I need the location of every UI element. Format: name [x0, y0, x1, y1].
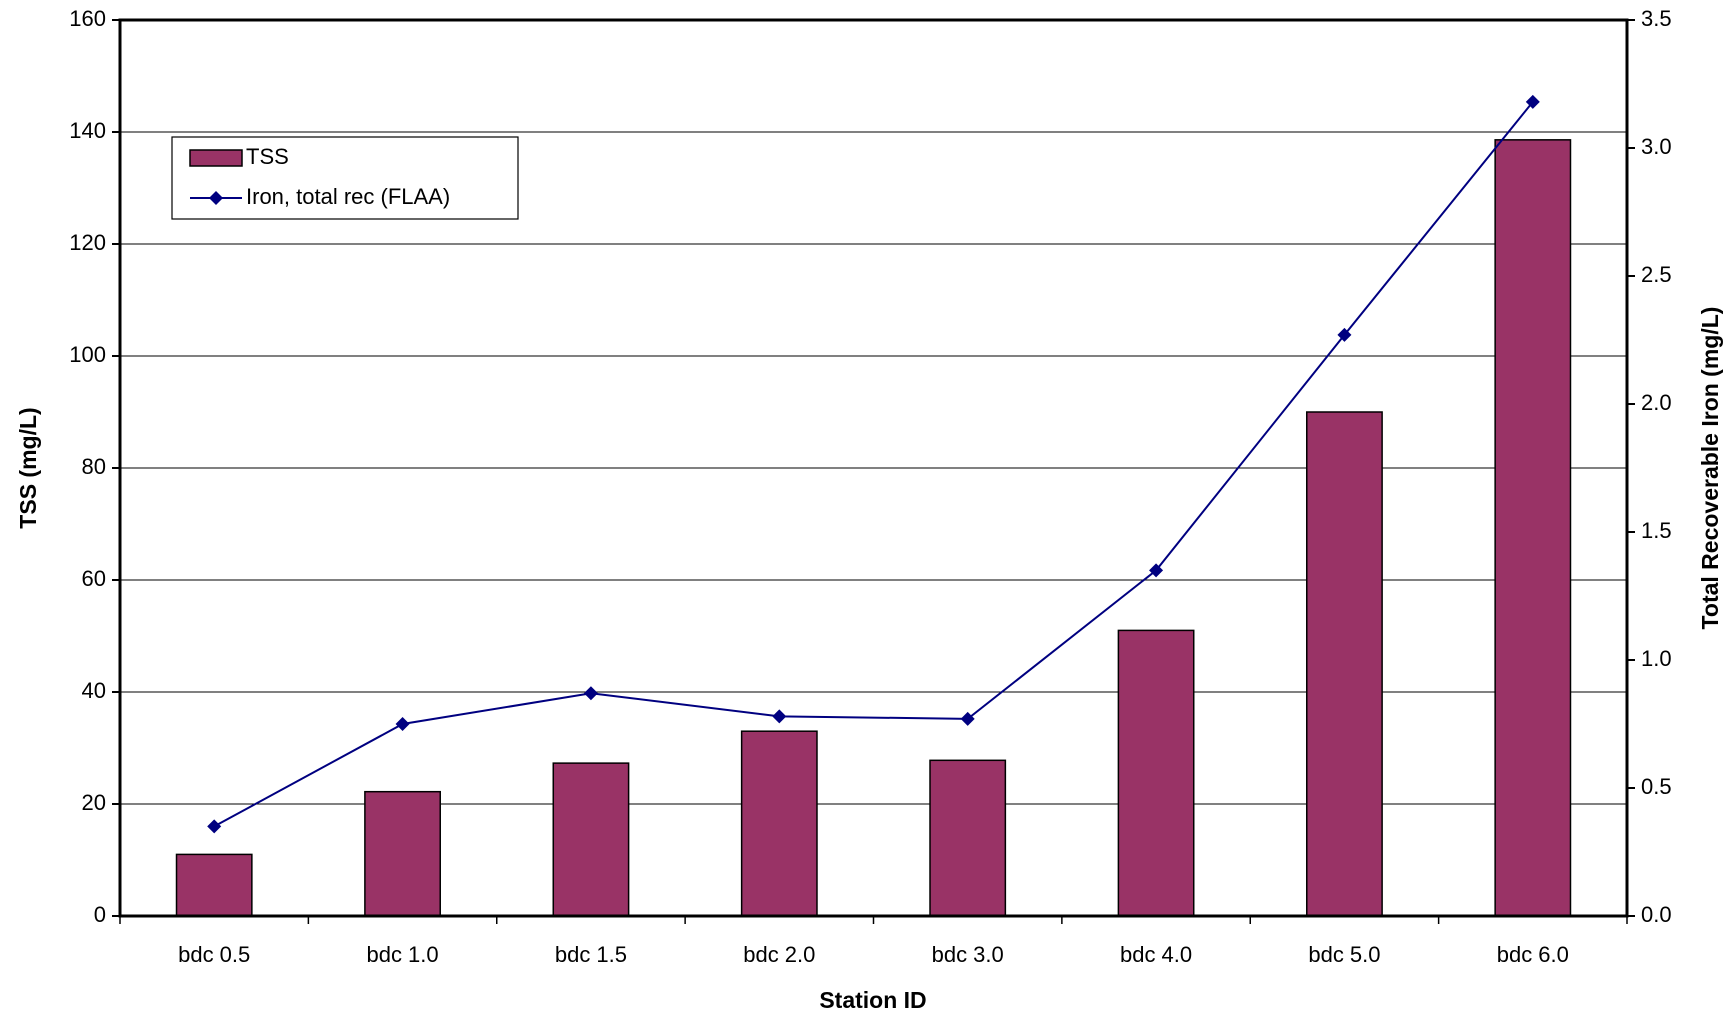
y2-tick-label: 0.0: [1641, 902, 1672, 927]
line: [213, 101, 1534, 828]
y-axis-title: TSS (mg/L): [15, 407, 41, 528]
plot-border: [118, 18, 1629, 918]
y-tick-label: 20: [82, 790, 106, 815]
legend-marker: [209, 191, 223, 205]
legend-label: TSS: [246, 144, 289, 169]
bar: [1494, 139, 1572, 917]
bar: [1306, 411, 1383, 917]
y2-tick-label: 0.5: [1641, 774, 1672, 799]
x-tick-label: bdc 6.0: [1497, 942, 1569, 967]
x-tick-label: bdc 1.0: [366, 942, 438, 967]
y2-tick-label: 3.0: [1641, 134, 1672, 159]
y2-tick-label: 1.0: [1641, 646, 1672, 671]
y-tick-label: 0: [94, 902, 106, 927]
y-tick-label: 100: [69, 342, 106, 367]
x-tick-label: bdc 5.0: [1308, 942, 1380, 967]
marker: [1149, 563, 1164, 578]
bar: [929, 759, 1007, 917]
x-tick-label: bdc 0.5: [178, 942, 250, 967]
y-tick-label: 40: [82, 678, 106, 703]
bar: [364, 790, 441, 917]
y2-tick-label: 2.5: [1641, 262, 1672, 287]
x-axis-title: Station ID: [819, 987, 926, 1013]
bar: [740, 730, 818, 917]
x-tick-label: bdc 3.0: [932, 942, 1004, 967]
bar: [552, 762, 630, 917]
marker: [772, 709, 787, 724]
y-tick-label: 60: [82, 566, 106, 591]
marker: [207, 819, 222, 834]
x-tick-label: bdc 4.0: [1120, 942, 1192, 967]
bar: [1117, 629, 1195, 917]
y-tick-label: 140: [69, 118, 106, 143]
legend: TSS Iron, total rec (FLAA): [171, 136, 519, 220]
x-tick-label: bdc 1.5: [555, 942, 627, 967]
marker: [960, 711, 975, 726]
marker: [583, 686, 598, 701]
legend-swatch: [189, 149, 243, 167]
legend-label: Iron, total rec (FLAA): [246, 184, 450, 209]
y2-tick-label: 3.5: [1641, 6, 1672, 31]
marker: [1337, 327, 1352, 342]
marker: [395, 717, 410, 731]
bar: [175, 853, 253, 917]
y2-tick-label: 1.5: [1641, 518, 1672, 543]
marker: [1525, 94, 1540, 109]
x-tick-label: bdc 2.0: [743, 942, 815, 967]
y2-axis-title: Total Recoverable Iron (mg/L): [1697, 307, 1723, 630]
y-tick-label: 160: [69, 6, 106, 31]
y2-tick-label: 2.0: [1641, 390, 1672, 415]
y-tick-label: 80: [82, 454, 106, 479]
y-tick-label: 120: [69, 230, 106, 255]
